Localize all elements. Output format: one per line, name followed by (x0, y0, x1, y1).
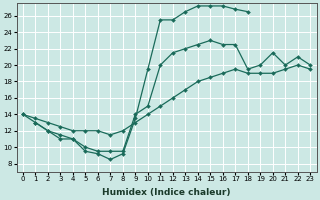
X-axis label: Humidex (Indice chaleur): Humidex (Indice chaleur) (102, 188, 231, 197)
